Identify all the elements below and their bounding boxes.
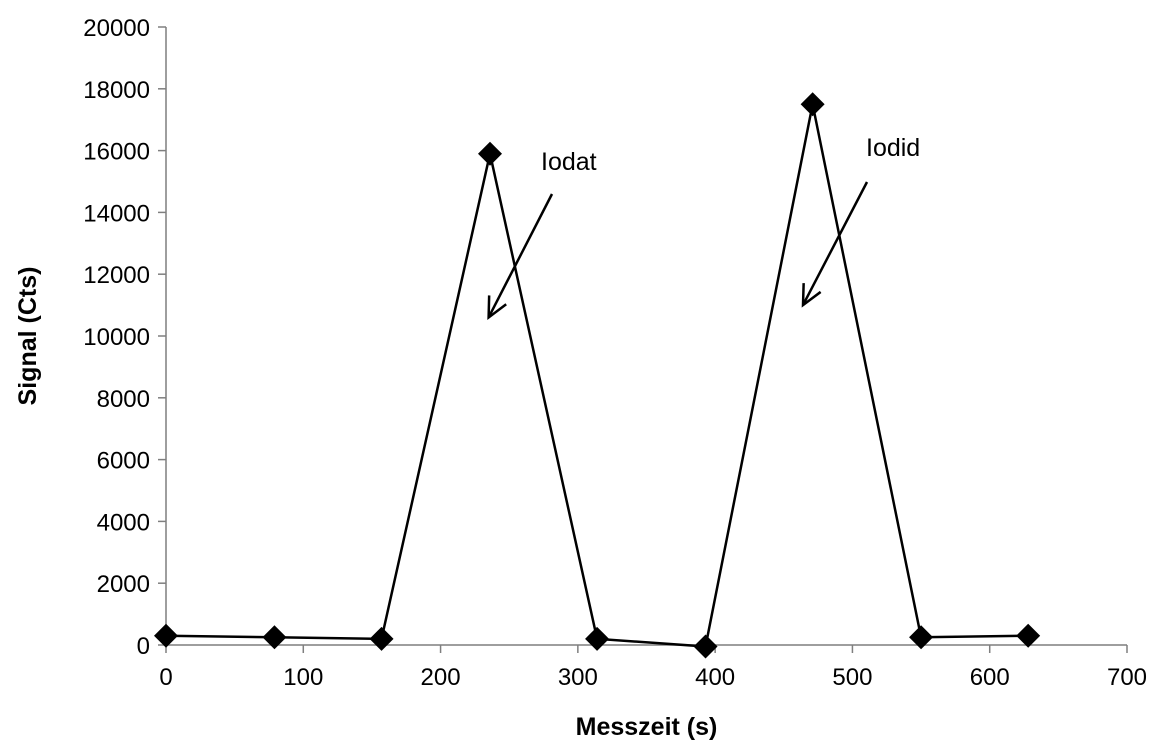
data-point-marker [369, 626, 394, 651]
data-point-marker [154, 623, 178, 648]
y-tick-label: 4000 [97, 509, 150, 536]
y-tick-label: 14000 [83, 200, 150, 227]
data-point-marker [262, 625, 287, 650]
data-point-marker [477, 141, 502, 166]
series-line [165, 104, 1029, 648]
x-tick-label: 400 [695, 664, 735, 691]
x-tick-label: 0 [159, 664, 172, 691]
annotation-iodid-arrowhead [801, 283, 822, 308]
data-point-marker [1016, 623, 1041, 648]
y-axis-ticks: 0 2000 4000 6000 8000 10000 12000 14000 16000 180… [83, 15, 166, 660]
y-tick-label: 18000 [83, 77, 150, 104]
annotations: Iodat Iodid [487, 134, 920, 321]
y-tick-label: 0 [137, 633, 150, 660]
data-point-marker [909, 625, 934, 650]
x-tick-label: 300 [558, 664, 598, 691]
y-axis-title: Signal (Cts) [14, 267, 42, 406]
x-tick-label: 600 [970, 664, 1010, 691]
x-tick-label: 700 [1107, 664, 1147, 691]
data-point-marker [800, 92, 825, 117]
annotation-iodid-label: Iodid [866, 134, 920, 162]
y-tick-label: 10000 [83, 324, 150, 351]
series-layer [154, 92, 1041, 659]
x-axis-title: Messzeit (s) [576, 713, 718, 741]
data-point-marker [585, 626, 610, 651]
x-axis-ticks: 0 100 200 300 400 500 600 700 [159, 645, 1147, 691]
x-tick-label: 100 [283, 664, 323, 691]
annotation-iodid-arrow [801, 181, 869, 306]
y-tick-label: 20000 [83, 15, 150, 42]
annotation-iodat-arrowhead [487, 295, 507, 321]
annotation-iodat-arrow [487, 193, 554, 319]
y-tick-label: 8000 [97, 386, 150, 413]
x-tick-label: 500 [832, 664, 872, 691]
y-tick-label: 6000 [97, 448, 150, 475]
y-tick-label: 2000 [97, 571, 150, 598]
x-tick-label: 200 [421, 664, 461, 691]
axes [165, 27, 1127, 646]
y-tick-label: 16000 [83, 139, 150, 166]
annotation-iodat-label: Iodat [541, 148, 597, 176]
data-point-marker [693, 634, 718, 659]
y-tick-label: 12000 [83, 262, 150, 289]
